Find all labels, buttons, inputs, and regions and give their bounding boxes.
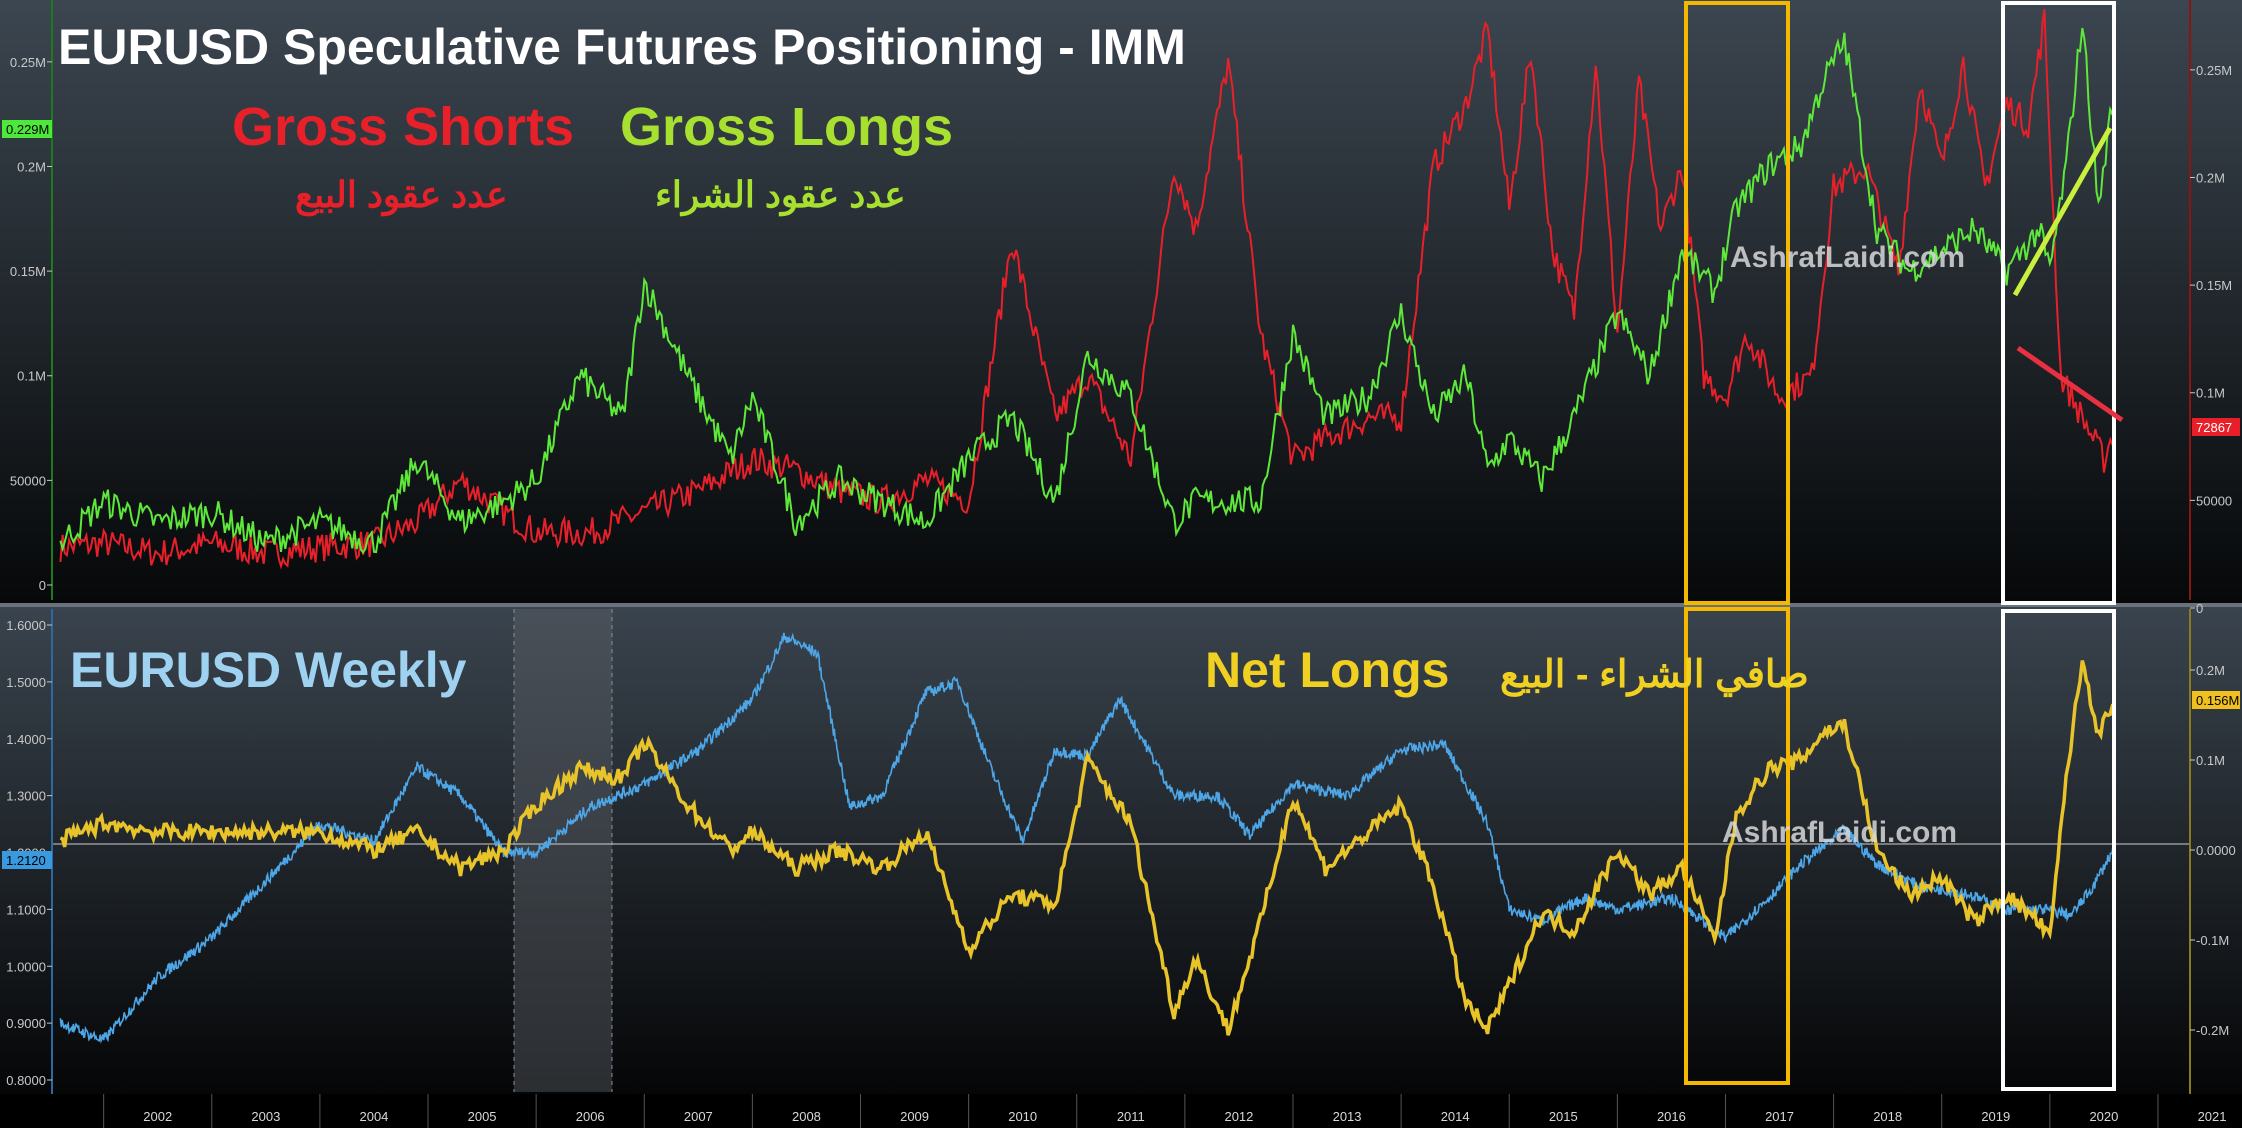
legend-gross-shorts: Gross Shorts [232, 97, 574, 157]
top-right-tick-label: 0.15M [2196, 278, 2232, 293]
watermark-top: AshrafLaidi.com [1730, 241, 1965, 274]
top-panel-background [0, 0, 2242, 604]
year-label: 2016 [1657, 1109, 1686, 1124]
legend-gross-shorts-arabic: عدد عقود البيع [295, 174, 508, 217]
highlight-box-2017-bottom [1684, 607, 1790, 1085]
year-label: 2004 [359, 1109, 388, 1124]
top-series [59, 8, 2116, 570]
year-label: 2015 [1549, 1109, 1578, 1124]
bottom-left-tick-label: 0.9000 [6, 1016, 46, 1031]
legend-gross-longs-arabic: عدد عقود الشراء [655, 174, 906, 217]
year-label: 2002 [143, 1109, 172, 1124]
bottom-left-tick-label: 1.1000 [6, 902, 46, 917]
year-label: 2005 [468, 1109, 497, 1124]
gross-shorts-line [59, 8, 2116, 570]
legend-net-longs-arabic: صافي الشراء - البيع [1500, 654, 1809, 697]
bottom-series [59, 632, 2116, 1044]
top-left-tick-label: 0.1M [17, 369, 46, 384]
top-right-tick-label: 0.1M [2196, 386, 2225, 401]
bottom-left-tick-label: 1.3000 [6, 789, 46, 804]
bottom-right-tick-label: 0.1M [2196, 753, 2225, 768]
axis-ticks: 0.25M 0.2M 0.15M 0.1M 50000 0 0.25M 0.2M 0.15M 0.… [6, 55, 2236, 1088]
panel-divider [0, 603, 2242, 607]
top-left-tick-label: 50000 [10, 473, 46, 488]
year-label: 2018 [1873, 1109, 1902, 1124]
top-left-tick-label: 0.25M [10, 55, 46, 70]
top-left-tick-label: 0.15M [10, 264, 46, 279]
x-axis-years: 2002 2003 2004 2005 2006 2007 2008 2009 2010 2011… [103, 1094, 2227, 1128]
year-label: 2021 [2198, 1109, 2227, 1124]
year-label: 2013 [1333, 1109, 1362, 1124]
year-label: 2011 [1117, 1109, 1145, 1124]
highlight-box-2020-top [2001, 1, 2116, 605]
legend-eurusd-weekly: EURUSD Weekly [70, 642, 467, 698]
bottom-left-tick-label: 1.0000 [6, 959, 46, 974]
last-shorts-tag: 72867 [2196, 420, 2232, 435]
top-right-tick-label: 0 [2196, 601, 2203, 616]
bottom-right-tick-label: 0.2M [2196, 663, 2225, 678]
legend-net-longs: Net Longs [1205, 642, 1449, 698]
year-label: 2017 [1765, 1109, 1794, 1124]
year-label: 2010 [1008, 1109, 1037, 1124]
bottom-left-tick-label: 0.8000 [6, 1073, 46, 1088]
year-label: 2020 [2089, 1109, 2118, 1124]
top-right-tick-label: 0.2M [2196, 170, 2225, 185]
year-label: 2003 [251, 1109, 280, 1124]
highlight-box-2017-top [1684, 1, 1790, 605]
legend-gross-longs: Gross Longs [620, 97, 953, 157]
bottom-right-tick-label: 0.0000 [2196, 843, 2236, 858]
shorts-trend-line [2016, 345, 2124, 423]
top-right-tick-label: 0.25M [2196, 63, 2232, 78]
year-label: 2009 [900, 1109, 929, 1124]
bottom-right-tick-label: -0.2M [2196, 1023, 2229, 1038]
year-label: 2007 [684, 1109, 713, 1124]
last-eurusd-tag: 1.2120 [6, 853, 46, 868]
year-label: 2008 [792, 1109, 821, 1124]
chart-title: EURUSD Speculative Futures Positioning -… [58, 19, 1186, 75]
shaded-period-2006 [514, 609, 612, 1092]
watermark-bottom: AshrafLaidi.com [1722, 816, 1957, 849]
bottom-left-tick-label: 1.4000 [6, 732, 46, 747]
net-longs-line [59, 660, 2115, 1036]
bottom-left-tick-label: 1.5000 [6, 675, 46, 690]
last-longs-tag-bg [2, 120, 52, 138]
year-label: 2006 [576, 1109, 605, 1124]
gross-longs-line [59, 27, 2116, 554]
longs-trend-line [2012, 126, 2113, 297]
last-shorts-tag-bg [2192, 418, 2240, 436]
year-label: 2012 [1224, 1109, 1253, 1124]
last-net-tag-bg [2192, 691, 2240, 709]
year-label: 2014 [1441, 1109, 1470, 1124]
last-longs-tag: 0.229M [6, 122, 49, 137]
last-eurusd-tag-bg [2, 851, 52, 869]
highlight-box-2020-bottom [2001, 609, 2116, 1091]
last-net-tag: 0.156M [2196, 693, 2239, 708]
bottom-right-tick-label: -0.1M [2196, 933, 2229, 948]
top-left-tick-label: 0.2M [17, 159, 46, 174]
top-right-tick-label: 50000 [2196, 493, 2232, 508]
x-axis-band [0, 1094, 2242, 1128]
year-label: 2019 [1981, 1109, 2010, 1124]
bottom-left-tick-label: 1.6000 [6, 618, 46, 633]
top-left-tick-label: 0 [39, 578, 46, 593]
